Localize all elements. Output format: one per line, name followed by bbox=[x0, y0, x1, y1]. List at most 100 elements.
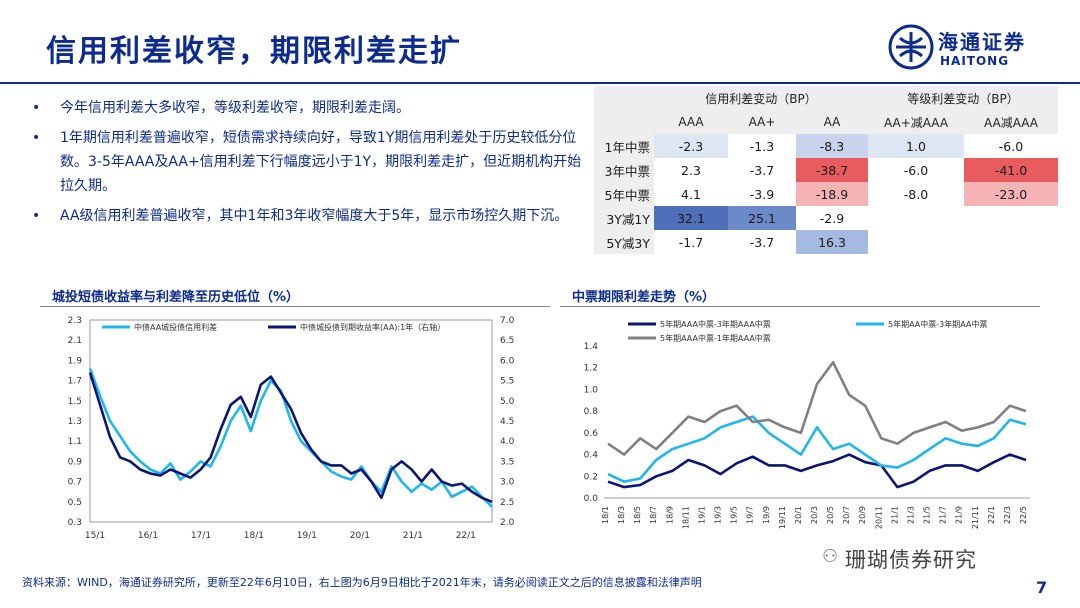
x-tick-label: 21/7 bbox=[939, 506, 948, 524]
table-group-credit-spread: 信用利差变动（BP） bbox=[654, 86, 868, 110]
y-left-tick-label: 1.5 bbox=[68, 397, 82, 407]
table-cell: -3.7 bbox=[749, 162, 775, 178]
table-cell: -3.9 bbox=[749, 186, 775, 202]
table-corner bbox=[594, 110, 654, 134]
left-chart-title: 城投短债收益率与利差降至历史低位（%） bbox=[52, 290, 300, 305]
x-tick-label: 21/1 bbox=[403, 531, 423, 541]
x-tick-label: 19/9 bbox=[762, 506, 771, 524]
source-footer: 资料来源：WIND，海通证券研究所，更新至22年6月10日，右上图为6月9日相比… bbox=[22, 576, 702, 589]
legend-label: 5年期AAA中票-1年期AAA中票 bbox=[660, 333, 771, 343]
yield-spread-chart: 0.3 0.5 0.7 0.9 1.1 1.3 1.5 1.7 1.9 2.1 2.3 2.0 2.5 3… bbox=[68, 316, 515, 541]
right-chart-title: 中票期限利差走势（%） bbox=[572, 290, 716, 305]
y-left-tick-label: 1.9 bbox=[68, 356, 83, 366]
x-tick-label: 19/7 bbox=[746, 506, 755, 524]
y-right-tick-label: 5.0 bbox=[500, 397, 515, 407]
x-tick-label: 18/7 bbox=[649, 506, 658, 524]
table-row: 3Y减1Y 32.1 25.1 -2.9 bbox=[594, 206, 1058, 230]
spread-change-table: 信用利差变动（BP） 等级利差变动（BP） AAA AA+ AA AA+减AAA… bbox=[594, 86, 1058, 254]
x-tick-label: 19/3 bbox=[714, 506, 723, 524]
watermark: 珊瑚债券研究 bbox=[845, 548, 977, 572]
x-tick-label: 21/3 bbox=[906, 506, 915, 524]
series-line bbox=[607, 415, 1027, 483]
table-cell: -3.7 bbox=[749, 234, 775, 250]
table-col-header: AA减AAA bbox=[964, 110, 1058, 134]
x-tick-label: 17/1 bbox=[191, 531, 211, 541]
table-corner bbox=[594, 86, 654, 110]
table-row: 1年中票 -2.3 -1.3 -8.3 1.0 -6.0 bbox=[594, 134, 1058, 158]
series-line bbox=[607, 360, 1027, 456]
legend-label: 5年期AA中票-3年期AA中票 bbox=[888, 319, 987, 329]
x-tick-label: 21/9 bbox=[955, 506, 964, 524]
table-col-header: AA bbox=[796, 110, 868, 134]
series-line bbox=[88, 372, 493, 504]
y-right-tick-label: 2.0 bbox=[500, 518, 515, 528]
table-cell: -2.3 bbox=[654, 134, 728, 158]
y-right-tick-label: 7.0 bbox=[500, 316, 515, 326]
x-tick-label: 20/7 bbox=[842, 506, 851, 524]
table-cell: -18.9 bbox=[796, 182, 868, 206]
x-tick-label: 19/11 bbox=[778, 506, 787, 529]
y-right-tick-label: 6.5 bbox=[500, 336, 514, 346]
y-tick-label: 0.0 bbox=[584, 494, 599, 504]
y-tick-label: 0.6 bbox=[584, 429, 599, 439]
y-left-tick-label: 0.5 bbox=[68, 498, 82, 508]
x-tick-label: 19/1 bbox=[297, 531, 317, 541]
table-cell: -6.0 bbox=[903, 162, 929, 178]
x-tick-label: 18/11 bbox=[681, 506, 690, 529]
table-cell bbox=[964, 230, 1058, 254]
table-cell: 2.3 bbox=[681, 162, 701, 178]
legend-label: 中债AA城投债信用利差 bbox=[134, 322, 217, 332]
table-row: 3年中票 2.3 -3.7 -38.7 -6.0 -41.0 bbox=[594, 158, 1058, 182]
table-row-label: 3Y减1Y bbox=[594, 206, 654, 230]
table-cell: -6.0 bbox=[998, 138, 1024, 154]
x-tick-label: 15/1 bbox=[85, 531, 105, 541]
y-right-tick-label: 4.5 bbox=[500, 417, 514, 427]
x-tick-label: 18/3 bbox=[617, 506, 626, 524]
table-row-label: 5Y减3Y bbox=[594, 230, 654, 254]
x-tick-label: 20/1 bbox=[794, 506, 803, 524]
x-tick-label: 19/5 bbox=[730, 506, 739, 524]
logo-text-en: HAITONG bbox=[940, 54, 1010, 68]
x-tick-label: 20/3 bbox=[810, 506, 819, 524]
y-tick-label: 1.2 bbox=[584, 364, 598, 374]
table-cell: 32.1 bbox=[654, 206, 728, 230]
page-number: 7 bbox=[1036, 578, 1048, 597]
table-cell bbox=[868, 206, 964, 230]
title-divider bbox=[0, 82, 1080, 84]
table-cell: -1.7 bbox=[678, 234, 704, 250]
table-group-rating-spread: 等级利差变动（BP） bbox=[868, 86, 1058, 110]
plot-frame bbox=[89, 319, 493, 523]
table-row-label: 3年中票 bbox=[594, 158, 654, 182]
y-tick-label: 1.4 bbox=[584, 342, 599, 352]
table-cell: -8.3 bbox=[796, 134, 868, 158]
y-left-tick-label: 1.1 bbox=[68, 437, 82, 447]
company-logo: 海通证券 HAITONG bbox=[888, 24, 1048, 74]
x-tick-label: 18/9 bbox=[665, 506, 674, 524]
x-tick-label: 21/1 bbox=[890, 506, 899, 524]
table-cell: 1.0 bbox=[868, 134, 964, 158]
x-tick-label: 18/1 bbox=[244, 531, 264, 541]
y-left-tick-label: 2.3 bbox=[68, 316, 82, 326]
x-tick-label: 22/3 bbox=[1003, 506, 1012, 524]
table-cell: 16.3 bbox=[796, 230, 868, 254]
bullet-item: 今年信用利差大多收窄，等级利差收窄，期限利差走阔。 bbox=[26, 96, 586, 120]
y-right-tick-label: 6.0 bbox=[500, 356, 515, 366]
y-left-tick-label: 1.7 bbox=[68, 377, 82, 387]
y-left-tick-label: 0.3 bbox=[68, 518, 82, 528]
term-spread-chart: 0.0 0.2 0.4 0.6 0.8 1.0 1.2 1.4 18/1 18/3 18/5 18/7… bbox=[584, 319, 1030, 529]
series-line bbox=[88, 368, 493, 508]
y-right-tick-label: 3.5 bbox=[500, 457, 514, 467]
y-left-tick-label: 1.3 bbox=[68, 417, 82, 427]
x-tick-label: 18/1 bbox=[601, 506, 610, 524]
x-tick-label: 22/5 bbox=[1019, 506, 1028, 524]
y-right-tick-label: 5.5 bbox=[500, 377, 514, 387]
y-left-tick-label: 0.9 bbox=[68, 457, 83, 467]
series-line bbox=[607, 453, 1027, 489]
table-cell: 25.1 bbox=[728, 206, 796, 230]
x-tick-label: 20/5 bbox=[826, 506, 835, 524]
y-left-tick-label: 2.1 bbox=[68, 336, 82, 346]
table-col-header: AA+减AAA bbox=[868, 110, 964, 134]
x-tick-label: 21/5 bbox=[923, 506, 932, 524]
left-chart-divider bbox=[40, 306, 550, 307]
logo-text-cn: 海通证券 bbox=[938, 30, 1026, 54]
